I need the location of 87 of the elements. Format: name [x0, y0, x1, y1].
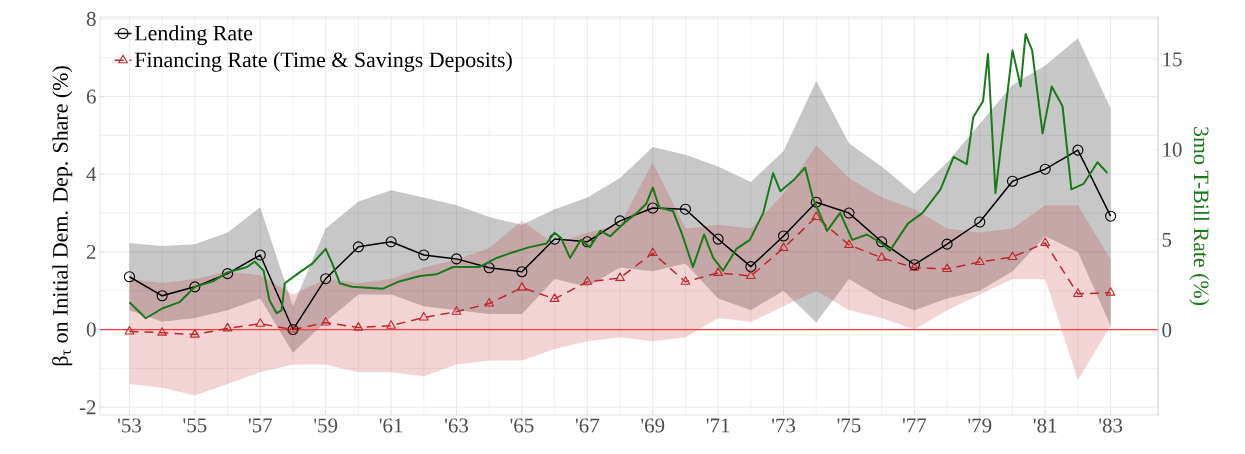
point: [451, 306, 462, 315]
point: [1039, 163, 1051, 175]
point: [582, 276, 593, 285]
point: [123, 271, 135, 283]
y-tick-label: 4: [86, 167, 97, 182]
point: [876, 252, 887, 261]
point: [810, 196, 822, 208]
point: [876, 236, 888, 248]
point: [418, 311, 429, 321]
point: [222, 322, 233, 332]
point: [157, 327, 168, 336]
y2-tick-label: 0: [1162, 323, 1172, 338]
point: [745, 261, 757, 273]
x-tick-label: '79: [968, 418, 992, 433]
point: [844, 239, 854, 248]
point: [156, 290, 168, 302]
point: [549, 233, 561, 245]
point: [1105, 287, 1116, 296]
point: [713, 267, 724, 276]
point: [189, 281, 201, 293]
x-tick-label: '61: [379, 418, 403, 433]
point: [647, 247, 658, 257]
point: [712, 233, 724, 245]
point: [778, 242, 789, 252]
x-tick-label: '55: [183, 418, 207, 433]
point: [386, 320, 396, 329]
x-tick-label: '57: [248, 418, 273, 433]
x-tick-label: '65: [510, 418, 534, 433]
x-tick-label: '59: [314, 418, 338, 433]
y2-tick-label: 5: [1162, 232, 1172, 247]
point: [418, 249, 430, 261]
point: [615, 272, 625, 281]
y-tick-label: -2: [79, 400, 96, 415]
point: [189, 329, 200, 338]
legend-label: Financing Rate (Time & Savings Deposits): [134, 51, 512, 72]
point: [517, 282, 527, 291]
point: [352, 241, 364, 253]
y-tick-label: 8: [86, 11, 96, 26]
point: [353, 322, 364, 331]
point: [1006, 175, 1019, 187]
x-tick-label: '73: [772, 418, 796, 433]
x-tick-label: '77: [902, 418, 927, 433]
x-tick-label: '53: [117, 418, 141, 433]
legend-label: Lending Rate: [134, 25, 253, 46]
point: [1105, 210, 1117, 222]
x-tick-label: '75: [837, 418, 861, 433]
point: [320, 273, 332, 285]
x-tick-label: '69: [641, 418, 665, 433]
x-tick-label: '83: [1099, 418, 1123, 433]
point: [549, 293, 560, 302]
point: [255, 318, 266, 327]
x-tick-label: '63: [445, 418, 469, 433]
point: [647, 202, 659, 214]
point: [1072, 144, 1084, 156]
point: [843, 207, 855, 219]
x-tick-label: '81: [1033, 418, 1057, 433]
point: [941, 238, 953, 250]
point: [222, 268, 234, 280]
point: [320, 317, 331, 326]
point: [679, 203, 691, 215]
point: [974, 256, 985, 266]
y-axis-title: β$_{τ}$ on Initial Dem. Dep. Share (%): [52, 66, 73, 366]
y-tick-label: 0: [86, 322, 96, 337]
x-tick-label: '71: [706, 418, 730, 433]
y-tick-label: 2: [86, 244, 96, 259]
y2-axis-title: 3mo T-Bill Rate (%): [1189, 127, 1210, 306]
point: [450, 253, 463, 265]
y2-tick-label: 15: [1163, 52, 1182, 67]
point: [254, 249, 266, 261]
point: [974, 216, 986, 228]
point: [811, 211, 822, 220]
point: [124, 325, 135, 335]
y2-tick-label: 10: [1163, 142, 1182, 157]
point: [385, 236, 397, 248]
point: [1073, 288, 1083, 297]
point: [745, 270, 756, 280]
point: [516, 266, 528, 278]
point: [581, 236, 593, 248]
y-tick-label: 6: [86, 89, 96, 104]
point: [942, 263, 952, 273]
point: [484, 297, 495, 307]
point: [483, 262, 495, 274]
x-tick-label: '67: [575, 418, 600, 433]
point: [1007, 251, 1018, 260]
point: [1040, 237, 1051, 247]
point: [680, 276, 691, 285]
point: [778, 230, 790, 242]
